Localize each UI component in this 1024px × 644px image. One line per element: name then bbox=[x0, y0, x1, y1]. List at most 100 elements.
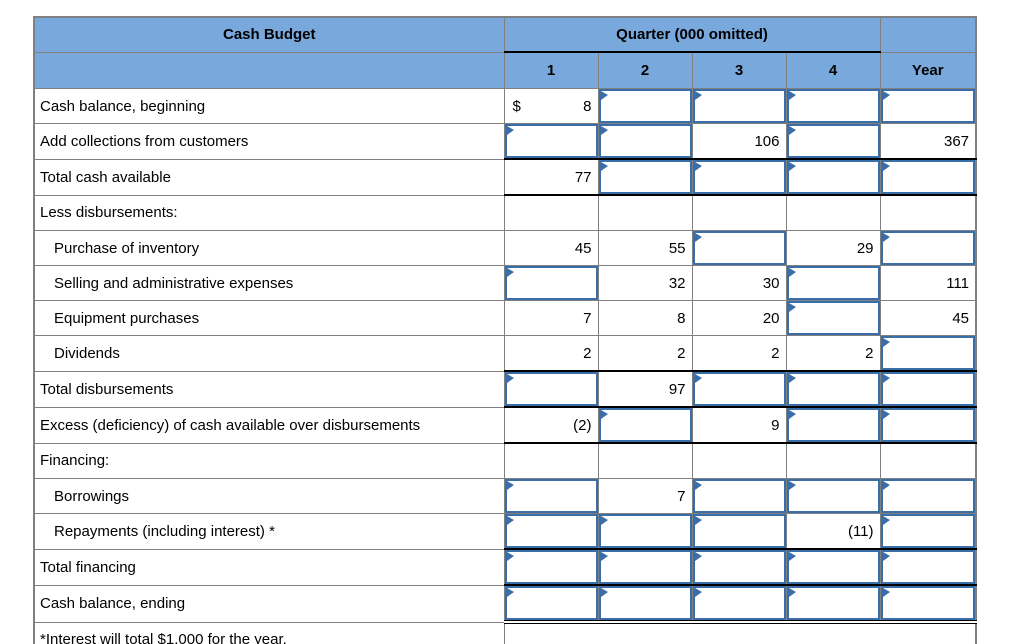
input-cell[interactable] bbox=[598, 514, 692, 548]
input-cell[interactable] bbox=[598, 550, 692, 584]
input-cell[interactable] bbox=[598, 408, 692, 442]
row-label: Purchase of inventory bbox=[33, 230, 505, 266]
input-cell[interactable] bbox=[692, 479, 786, 513]
cell: 29 bbox=[785, 230, 881, 266]
row-label: Cash balance, beginning bbox=[33, 88, 505, 124]
input-cell[interactable] bbox=[692, 89, 786, 123]
flag-icon bbox=[600, 588, 608, 597]
cell: 45 bbox=[879, 300, 977, 336]
input-cell[interactable] bbox=[692, 586, 786, 620]
value-cell: 111 bbox=[881, 266, 976, 300]
cell: 7 bbox=[597, 478, 693, 514]
input-cell[interactable] bbox=[786, 479, 880, 513]
input-cell[interactable] bbox=[504, 372, 598, 406]
input-cell[interactable] bbox=[786, 160, 880, 194]
input-cell[interactable] bbox=[504, 266, 598, 300]
row-label: Equipment purchases bbox=[33, 300, 505, 336]
header-spacer-left bbox=[33, 51, 505, 89]
input-cell[interactable] bbox=[786, 124, 880, 158]
value-cell: 106 bbox=[693, 124, 786, 158]
cell bbox=[879, 230, 977, 266]
row-label: Selling and administrative expenses bbox=[33, 265, 505, 301]
cell bbox=[879, 158, 977, 196]
cell: (11) bbox=[785, 513, 881, 550]
cell bbox=[691, 370, 787, 408]
value-cell: 2 bbox=[787, 336, 880, 370]
cell-value: 8 bbox=[583, 97, 592, 115]
input-cell[interactable] bbox=[786, 372, 880, 406]
cell-value: 111 bbox=[946, 274, 970, 292]
input-cell[interactable] bbox=[504, 586, 598, 620]
cell bbox=[879, 194, 977, 231]
input-cell[interactable] bbox=[598, 160, 692, 194]
cell-value: 2 bbox=[771, 344, 780, 362]
input-cell[interactable] bbox=[880, 514, 976, 548]
input-cell[interactable] bbox=[786, 301, 880, 335]
cash-budget-table: Cash Budget Quarter (000 omitted) 1 2 3 … bbox=[33, 16, 978, 644]
input-cell[interactable] bbox=[880, 372, 976, 406]
flag-icon bbox=[882, 162, 890, 171]
cell bbox=[785, 265, 881, 301]
input-cell[interactable] bbox=[692, 231, 786, 265]
input-cell[interactable] bbox=[504, 550, 598, 584]
cell bbox=[503, 584, 599, 624]
flag-icon bbox=[788, 91, 796, 100]
input-cell[interactable] bbox=[880, 550, 976, 584]
value-cell: 367 bbox=[881, 124, 976, 158]
flag-icon bbox=[694, 374, 702, 383]
flag-icon bbox=[600, 162, 608, 171]
input-cell[interactable] bbox=[786, 408, 880, 442]
input-cell[interactable] bbox=[786, 89, 880, 123]
cell-value: 97 bbox=[668, 380, 686, 398]
cell: 2 bbox=[785, 335, 881, 372]
table-row: *Interest will total $1,000 for the year… bbox=[33, 621, 977, 644]
cell bbox=[597, 194, 693, 231]
table-row: Purchase of inventory 45 55 29 bbox=[33, 230, 977, 266]
input-cell[interactable] bbox=[880, 336, 976, 370]
table-row: Cash balance, ending bbox=[33, 584, 977, 624]
flag-icon bbox=[694, 233, 702, 242]
input-cell[interactable] bbox=[692, 514, 786, 548]
input-cell[interactable] bbox=[598, 89, 692, 123]
input-cell[interactable] bbox=[598, 586, 692, 620]
flag-icon bbox=[788, 481, 796, 490]
table-row: Total cash available 77 bbox=[33, 158, 977, 196]
flag-icon bbox=[882, 410, 890, 419]
input-cell[interactable] bbox=[880, 231, 976, 265]
flag-icon bbox=[788, 303, 796, 312]
table-body: Cash balance, beginning $8 Add collections… bbox=[33, 88, 977, 644]
cell: 9 bbox=[691, 406, 787, 444]
input-cell[interactable] bbox=[692, 372, 786, 406]
input-cell[interactable] bbox=[786, 550, 880, 584]
input-cell[interactable] bbox=[786, 266, 880, 300]
input-cell[interactable] bbox=[880, 479, 976, 513]
cell-value: 367 bbox=[943, 132, 970, 150]
input-cell[interactable] bbox=[880, 586, 976, 620]
input-cell[interactable] bbox=[692, 160, 786, 194]
cell-value: 7 bbox=[583, 309, 592, 327]
cell bbox=[785, 123, 881, 160]
cell-value: 45 bbox=[952, 309, 970, 327]
value-cell: 7 bbox=[599, 479, 692, 513]
value-cell: 45 bbox=[505, 231, 598, 265]
input-cell[interactable] bbox=[880, 160, 976, 194]
row-label: Dividends bbox=[33, 335, 505, 372]
input-cell[interactable] bbox=[880, 89, 976, 123]
cell bbox=[785, 584, 881, 624]
row-label: Less disbursements: bbox=[33, 194, 505, 231]
input-cell[interactable] bbox=[880, 408, 976, 442]
row-label: Financing: bbox=[33, 442, 505, 479]
cell bbox=[879, 548, 977, 586]
flag-icon bbox=[882, 481, 890, 490]
cell: 111 bbox=[879, 265, 977, 301]
input-cell[interactable] bbox=[786, 586, 880, 620]
input-cell[interactable] bbox=[598, 124, 692, 158]
flag-icon bbox=[882, 552, 890, 561]
cell bbox=[785, 194, 881, 231]
cell-value: 45 bbox=[574, 239, 592, 257]
input-cell[interactable] bbox=[504, 124, 598, 158]
input-cell[interactable] bbox=[504, 479, 598, 513]
input-cell[interactable] bbox=[504, 514, 598, 548]
input-cell[interactable] bbox=[692, 550, 786, 584]
row-label: Add collections from customers bbox=[33, 123, 505, 160]
